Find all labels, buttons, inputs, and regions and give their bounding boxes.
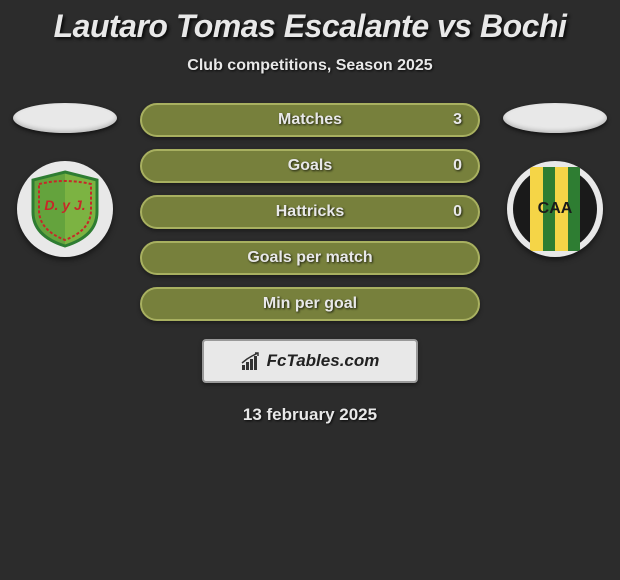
stat-value: 0 bbox=[453, 203, 462, 221]
stat-label: Goals per match bbox=[247, 249, 372, 267]
stat-label: Goals bbox=[288, 157, 332, 175]
brand-watermark: FcTables.com bbox=[202, 339, 418, 383]
right-avatar-placeholder bbox=[503, 103, 607, 133]
stat-row: Hattricks 0 bbox=[140, 195, 480, 229]
stat-label: Min per goal bbox=[263, 295, 357, 313]
stat-label: Matches bbox=[278, 111, 342, 129]
snapshot-date: 13 february 2025 bbox=[0, 405, 620, 425]
stat-row: Min per goal bbox=[140, 287, 480, 321]
chart-icon bbox=[241, 351, 263, 371]
stat-value: 0 bbox=[453, 157, 462, 175]
right-player-col: CAA bbox=[500, 103, 610, 257]
left-club-badge: D. y J. bbox=[17, 161, 113, 257]
badge-inner: CAA bbox=[513, 167, 597, 251]
stat-row: Goals 0 bbox=[140, 149, 480, 183]
left-player-col: D. y J. bbox=[10, 103, 120, 257]
main-row: D. y J. Matches 3 Goals 0 Hattricks 0 Go… bbox=[0, 103, 620, 321]
comparison-title: Lautaro Tomas Escalante vs Bochi bbox=[0, 8, 620, 45]
badge-text: CAA bbox=[538, 200, 573, 218]
right-club-badge: CAA bbox=[507, 161, 603, 257]
stat-row: Matches 3 bbox=[140, 103, 480, 137]
infographic-container: Lautaro Tomas Escalante vs Bochi Club co… bbox=[0, 0, 620, 425]
comparison-subtitle: Club competitions, Season 2025 bbox=[0, 57, 620, 75]
stat-row: Goals per match bbox=[140, 241, 480, 275]
stat-label: Hattricks bbox=[276, 203, 344, 221]
stat-value: 3 bbox=[453, 111, 462, 129]
svg-text:D. y J.: D. y J. bbox=[44, 197, 85, 213]
shield-icon: D. y J. bbox=[29, 170, 101, 248]
brand-name: FcTables.com bbox=[267, 351, 380, 371]
left-avatar-placeholder bbox=[13, 103, 117, 133]
stats-column: Matches 3 Goals 0 Hattricks 0 Goals per … bbox=[140, 103, 480, 321]
